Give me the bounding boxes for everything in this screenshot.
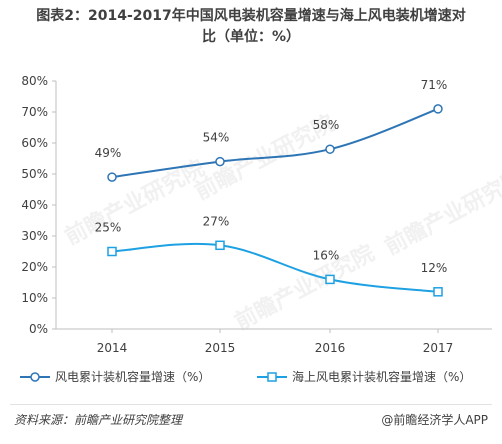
- y-tick-label-3: 30%: [21, 229, 48, 243]
- y-tick-label-7: 70%: [21, 105, 48, 119]
- series-0-data-label-0: 49%: [95, 146, 122, 160]
- legend-marker-1: [267, 372, 277, 382]
- series-1-data-label-1: 27%: [203, 214, 230, 228]
- brand-label: @前瞻经济学人APP: [381, 413, 488, 427]
- series-1-point-0: [107, 246, 117, 257]
- series-1-data-label-3: 12%: [421, 261, 448, 275]
- series-0-point-1: [215, 156, 225, 167]
- watermark-0: 前瞻产业研究院: [61, 155, 209, 250]
- footer-divider: [10, 404, 492, 405]
- x-tick-label-0: 2014: [97, 341, 128, 355]
- legend-label-1: 海上风电累计装机容量增速（%）: [292, 369, 471, 384]
- y-tick-label-2: 20%: [21, 260, 48, 274]
- y-tick-label-1: 10%: [21, 291, 48, 305]
- x-tick-label-3: 2017: [423, 341, 454, 355]
- series-line-0: [111, 107, 439, 179]
- series-1-point-3: [433, 287, 443, 297]
- series-0-data-label-2: 58%: [313, 118, 340, 132]
- y-tick-label-0: 0%: [29, 322, 48, 336]
- series-0-point-3: [433, 104, 443, 114]
- series-1-data-label-2: 16%: [313, 248, 340, 262]
- series-0-data-label-3: 71%: [421, 78, 448, 92]
- legend-marker-0: [30, 372, 40, 382]
- y-tick-label-5: 50%: [21, 167, 48, 181]
- chart-title-line-2: 比（单位：%）: [201, 29, 301, 45]
- x-tick-label-2: 2016: [315, 341, 346, 355]
- y-tick-label-8: 80%: [21, 74, 48, 88]
- watermark-1: 前瞻产业研究院: [381, 165, 502, 260]
- series-line-1: [111, 242, 439, 293]
- series-1-point-1: [215, 240, 225, 251]
- chart-title: 图表2：2014-2017年中国风电装机容量增速与海上风电装机增速对 比（单位：…: [0, 6, 502, 48]
- source-note: 资料来源：前瞻产业研究院整理: [14, 413, 183, 427]
- series-1-data-label-0: 25%: [95, 221, 122, 235]
- legend-label-0: 风电累计装机容量增速（%）: [55, 369, 210, 384]
- series-0-data-label-1: 54%: [203, 131, 230, 145]
- watermark-3: 前瞻产业研究院: [231, 240, 379, 335]
- x-tick-label-1: 2015: [205, 341, 236, 355]
- chart-title-line-1: 图表2：2014-2017年中国风电装机容量增速与海上风电装机增速对: [36, 8, 466, 24]
- y-tick-label-4: 40%: [21, 198, 48, 212]
- series-0-point-0: [107, 172, 117, 182]
- series-1-point-2: [325, 274, 335, 285]
- y-tick-label-6: 60%: [21, 136, 48, 150]
- series-0-point-2: [325, 144, 335, 154]
